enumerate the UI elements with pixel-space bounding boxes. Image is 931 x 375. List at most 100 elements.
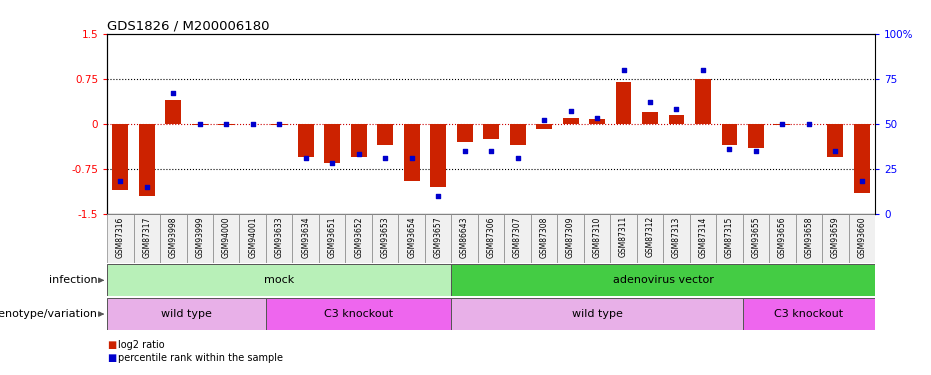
- Point: [351, 152, 366, 157]
- Bar: [748, 124, 764, 148]
- Bar: [722, 124, 737, 145]
- Point: [828, 148, 843, 154]
- Text: genotype/variation: genotype/variation: [0, 309, 98, 319]
- Bar: [166, 100, 182, 124]
- Point: [272, 121, 287, 127]
- Bar: [107, 264, 452, 296]
- Bar: [483, 124, 499, 139]
- Bar: [266, 298, 452, 330]
- Text: GSM93651: GSM93651: [328, 216, 337, 258]
- Text: GSM93658: GSM93658: [804, 216, 814, 258]
- Text: GSM93654: GSM93654: [407, 216, 416, 258]
- Bar: [351, 124, 367, 157]
- Text: GDS1826 / M200006180: GDS1826 / M200006180: [107, 20, 270, 33]
- Bar: [690, 214, 716, 262]
- Text: C3 knockout: C3 knockout: [775, 309, 843, 319]
- Bar: [536, 124, 552, 129]
- Text: GSM87306: GSM87306: [487, 216, 495, 258]
- Point: [855, 178, 870, 184]
- Point: [802, 121, 816, 127]
- Bar: [430, 124, 446, 187]
- Bar: [292, 214, 319, 262]
- Bar: [139, 124, 155, 196]
- Text: infection: infection: [49, 275, 98, 285]
- Bar: [743, 214, 769, 262]
- Text: ■: ■: [107, 340, 116, 350]
- Bar: [531, 214, 558, 262]
- Bar: [584, 214, 611, 262]
- Text: GSM93653: GSM93653: [381, 216, 390, 258]
- Text: GSM93999: GSM93999: [196, 216, 204, 258]
- Bar: [218, 124, 235, 125]
- Point: [642, 99, 657, 105]
- Bar: [558, 214, 584, 262]
- Bar: [642, 112, 658, 124]
- Bar: [615, 82, 631, 124]
- Bar: [186, 214, 213, 262]
- Point: [722, 146, 737, 152]
- Bar: [113, 124, 128, 190]
- Point: [219, 121, 234, 127]
- Point: [563, 108, 578, 114]
- Point: [245, 121, 260, 127]
- Bar: [637, 214, 663, 262]
- Point: [140, 184, 155, 190]
- Text: GSM87314: GSM87314: [698, 216, 708, 258]
- Text: GSM93659: GSM93659: [830, 216, 840, 258]
- Bar: [452, 214, 478, 262]
- Text: GSM87315: GSM87315: [725, 216, 734, 258]
- Text: GSM93998: GSM93998: [169, 216, 178, 258]
- Text: ■: ■: [107, 353, 116, 363]
- Text: GSM94000: GSM94000: [222, 216, 231, 258]
- Bar: [505, 214, 531, 262]
- Point: [669, 106, 684, 112]
- Bar: [478, 214, 505, 262]
- Text: GSM87317: GSM87317: [142, 216, 152, 258]
- Text: GSM93660: GSM93660: [857, 216, 867, 258]
- Bar: [192, 124, 208, 125]
- Text: GSM87309: GSM87309: [566, 216, 575, 258]
- Point: [457, 148, 472, 154]
- Bar: [663, 214, 690, 262]
- Bar: [452, 264, 875, 296]
- Text: GSM93633: GSM93633: [275, 216, 284, 258]
- Point: [749, 148, 763, 154]
- Bar: [668, 115, 684, 124]
- Bar: [822, 214, 849, 262]
- Text: GSM87312: GSM87312: [645, 216, 654, 257]
- Point: [113, 178, 128, 184]
- Text: percentile rank within the sample: percentile rank within the sample: [118, 353, 283, 363]
- Text: GSM87310: GSM87310: [592, 216, 601, 258]
- Text: GSM93652: GSM93652: [354, 216, 363, 258]
- Bar: [509, 124, 525, 145]
- Text: log2 ratio: log2 ratio: [118, 340, 165, 350]
- Bar: [849, 214, 875, 262]
- Point: [536, 117, 551, 123]
- Bar: [324, 124, 340, 163]
- Bar: [425, 214, 452, 262]
- Bar: [589, 119, 605, 124]
- Text: GSM87313: GSM87313: [672, 216, 681, 258]
- Text: C3 knockout: C3 knockout: [324, 309, 393, 319]
- Text: GSM93634: GSM93634: [302, 216, 310, 258]
- Bar: [239, 214, 266, 262]
- Bar: [271, 124, 287, 125]
- Text: GSM93657: GSM93657: [434, 216, 442, 258]
- Bar: [457, 124, 473, 142]
- Bar: [695, 79, 711, 124]
- Bar: [743, 298, 875, 330]
- Point: [775, 121, 789, 127]
- Text: GSM87316: GSM87316: [115, 216, 125, 258]
- Bar: [345, 214, 371, 262]
- Bar: [452, 298, 743, 330]
- Point: [484, 148, 499, 154]
- Text: GSM87307: GSM87307: [513, 216, 522, 258]
- Bar: [796, 214, 822, 262]
- Text: GSM86643: GSM86643: [460, 216, 469, 258]
- Bar: [404, 124, 420, 181]
- Text: GSM93655: GSM93655: [751, 216, 761, 258]
- Point: [325, 160, 340, 166]
- Point: [695, 67, 710, 73]
- Point: [431, 193, 446, 199]
- Bar: [769, 214, 796, 262]
